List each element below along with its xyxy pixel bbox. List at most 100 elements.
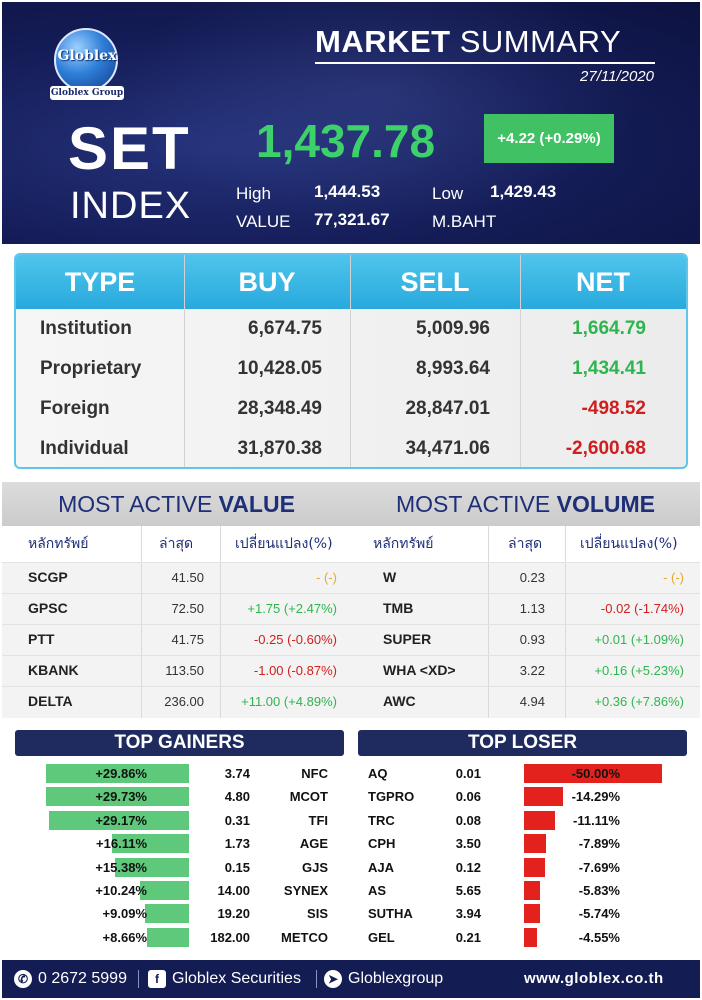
column-header-row: หลักทรัพย์ ล่าสุด เปลี่ยนแปลง(%): [2, 526, 351, 562]
gainer-price: 0.15: [224, 860, 250, 875]
title-light: MOST ACTIVE: [396, 491, 551, 517]
loser-price: 0.08: [455, 813, 481, 828]
gainer-symbol: AGE: [299, 836, 328, 851]
gainer-price: 3.74: [224, 766, 250, 781]
loser-bar: [524, 858, 545, 877]
loser-bar: [524, 764, 662, 783]
gainer-price: 14.00: [217, 883, 250, 898]
table-row: +10.24% 14.00 SYNEX AS 5.65 -5.83%: [0, 879, 702, 902]
loser-price: 0.01: [455, 766, 481, 781]
gainer-price: 4.80: [224, 789, 250, 804]
footer-bar: ✆ 0 2672 5999 f Globlex Securities ➤ Glo…: [2, 960, 700, 998]
col-buy: BUY: [238, 267, 296, 297]
gainer-bar: [49, 811, 189, 830]
title-bold: VALUE: [218, 491, 295, 517]
gainer-price: 19.20: [217, 906, 250, 921]
buy-value: 6,674.75: [248, 318, 322, 339]
symbol: TMB: [383, 600, 414, 616]
table-row: TMB 1.13 -0.02 (-1.74%): [351, 593, 700, 624]
col-symbol: หลักทรัพย์: [28, 536, 89, 552]
value-amount: 77,321.67: [314, 210, 390, 229]
last-price: 236.00: [164, 694, 204, 709]
table-row: Individual 31,870.38 34,471.06 -2,600.68: [16, 429, 686, 467]
price-change: +0.01 (+1.09%): [594, 632, 684, 647]
price-change: - (-): [663, 570, 684, 585]
table-row: SCGP 41.50 - (-): [2, 562, 351, 593]
low-value: 1,429.43: [490, 182, 557, 201]
col-sell: SELL: [400, 267, 470, 297]
symbol: PTT: [28, 631, 55, 647]
loser-symbol: CPH: [368, 836, 396, 851]
divider: [184, 255, 185, 467]
last-price: 0.93: [519, 632, 545, 647]
table-row: DELTA 236.00 +11.00 (+4.89%): [2, 686, 351, 717]
facebook-page: Globlex Securities: [172, 970, 301, 987]
buy-value: 28,348.49: [237, 398, 322, 419]
divider: [138, 970, 139, 988]
divider: [351, 562, 700, 563]
symbol: AWC: [383, 693, 416, 709]
last-price: 1.13: [519, 601, 545, 616]
gainer-bar: [147, 928, 189, 947]
phone-number: 0 2672 5999: [38, 970, 127, 987]
divider: [351, 686, 700, 687]
col-change: เปลี่ยนแปลง(%): [580, 536, 678, 552]
loser-percent: -7.89%: [578, 836, 620, 851]
website-link[interactable]: www.globlex.co.th: [524, 970, 664, 987]
investor-type: Foreign: [40, 398, 110, 419]
loser-percent: -5.74%: [578, 906, 620, 921]
buy-value: 10,428.05: [237, 358, 322, 379]
loser-bar: [524, 928, 537, 947]
loser-price: 3.94: [455, 906, 481, 921]
price-change: -1.00 (-0.87%): [253, 663, 337, 678]
loser-percent: -50.00%: [571, 766, 620, 781]
loser-symbol: AQ: [368, 766, 388, 781]
phone-icon: ✆: [14, 970, 32, 988]
table-row: KBANK 113.50 -1.00 (-0.87%): [2, 655, 351, 686]
table-row: +16.11% 1.73 AGE CPH 3.50 -7.89%: [0, 832, 702, 855]
price-change: -0.02 (-1.74%): [600, 601, 684, 616]
gainer-price: 182.00: [210, 930, 250, 945]
symbol: SCGP: [28, 569, 68, 585]
net-value: -2,600.68: [565, 438, 646, 459]
net-value: 1,434.41: [572, 358, 646, 379]
investor-type: Proprietary: [40, 358, 142, 379]
value-unit: M.BAHT: [432, 212, 497, 231]
loser-percent: -11.11%: [573, 813, 620, 828]
col-last: ล่าสุด: [159, 536, 194, 552]
divider: [220, 526, 221, 718]
loser-bar: [524, 881, 540, 900]
value-label: VALUE: [236, 212, 291, 231]
loser-price: 0.12: [455, 860, 481, 875]
last-price: 72.50: [171, 601, 204, 616]
table-row: SUPER 0.93 +0.01 (+1.09%): [351, 624, 700, 655]
gainer-percent: +15.38%: [95, 860, 147, 875]
loser-bar: [524, 904, 540, 923]
title-light: SUMMARY: [459, 24, 622, 59]
loser-symbol: TRC: [368, 813, 395, 828]
gainer-bar: [46, 787, 189, 806]
table-row: Institution 6,674.75 5,009.96 1,664.79: [16, 309, 686, 349]
title-light: MOST ACTIVE: [58, 491, 213, 517]
section-title: MOST ACTIVE VALUE: [2, 491, 351, 518]
symbol: W: [383, 569, 397, 585]
last-price: 113.50: [165, 663, 204, 678]
divider: [488, 526, 489, 718]
globe-icon: [54, 28, 118, 92]
last-price: 3.22: [519, 663, 545, 678]
table-row: +15.38% 0.15 GJS AJA 0.12 -7.69%: [0, 856, 702, 879]
top-gainers-title: TOP GAINERS: [15, 730, 344, 756]
table-row: Proprietary 10,428.05 8,993.64 1,434.41: [16, 349, 686, 389]
sell-value: 8,993.64: [416, 358, 490, 379]
net-value: 1,664.79: [572, 318, 646, 339]
loser-price: 5.65: [455, 883, 481, 898]
gainer-bar: [145, 904, 189, 923]
gainer-symbol: SIS: [307, 906, 328, 921]
table-row: Foreign 28,348.49 28,847.01 -498.52: [16, 389, 686, 429]
col-last: ล่าสุด: [508, 536, 543, 552]
divider: [2, 624, 351, 625]
sell-value: 34,471.06: [405, 438, 490, 459]
loser-symbol: GEL: [368, 930, 395, 945]
last-price: 0.23: [519, 570, 545, 585]
loser-symbol: AS: [368, 883, 387, 898]
